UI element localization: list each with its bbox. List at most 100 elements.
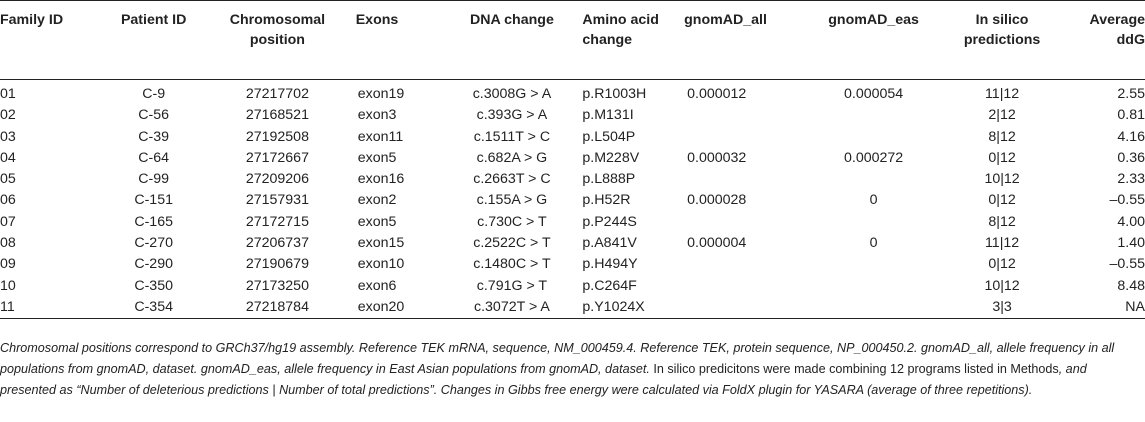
cell-in-silico: 2|12: [988, 107, 1016, 124]
cell-family-id: 09: [0, 256, 16, 273]
cell-position: 27190679: [245, 256, 309, 273]
cell-patient-id: C-350: [134, 277, 173, 294]
cell-family-id: 06: [0, 192, 16, 209]
cell-patient-id: C-290: [134, 256, 173, 273]
cell-patient-id: C-165: [134, 213, 173, 230]
cell-family-id: 04: [0, 149, 16, 166]
cell-position: 27218784: [245, 298, 309, 315]
cell-aa-change: p.M131I: [582, 107, 634, 124]
cell-average-ddg: NA: [1125, 298, 1145, 315]
cell-exon: exon2: [357, 192, 397, 209]
cell-gnomad-eas: [807, 212, 941, 233]
cell-family-id: 02: [0, 107, 16, 124]
cell-gnomad-eas: 0: [869, 192, 878, 209]
cell-aa-change: p.R1003H: [582, 86, 647, 102]
cell-gnomad-all: 0.000032: [687, 149, 747, 166]
cell-family-id: 05: [0, 171, 16, 188]
cell-position: 27172715: [245, 213, 309, 230]
cell-patient-id: C-354: [134, 298, 173, 315]
cell-position: 27173250: [245, 277, 309, 294]
cell-average-ddg: 0.36: [1117, 149, 1145, 166]
cell-exon: exon6: [357, 277, 397, 294]
cell-gnomad-eas: [807, 127, 941, 148]
cell-gnomad-all: [684, 297, 807, 319]
cell-patient-id: C-151: [134, 192, 173, 209]
cell-dna-change: c.1480C > T: [473, 256, 551, 273]
header-row: Family ID Patient ID Chromosomal positio…: [0, 0, 1145, 80]
cell-gnomad-all: 0.000028: [687, 192, 747, 209]
cell-exon: exon11: [357, 128, 404, 145]
cell-average-ddg: 4.00: [1117, 213, 1145, 230]
cell-patient-id: C-64: [138, 149, 170, 166]
cell-aa-change: p.M228V: [582, 149, 640, 166]
cell-patient-id: C-39: [138, 128, 170, 145]
table-row: 02 C-56 27168521 exon3 c.393G > A p.M131…: [0, 105, 1145, 126]
cell-dna-change: c.3008G > A: [472, 86, 552, 102]
cell-gnomad-all: [684, 254, 807, 275]
cell-average-ddg: –0.55: [1109, 256, 1145, 273]
cell-aa-change: p.L504P: [582, 128, 636, 145]
table-row: 08 C-270 27206737 exon15 c.2522C > T p.A…: [0, 233, 1145, 254]
footnote-text-1: Chromosomal positions correspond to GRCh…: [0, 341, 1115, 376]
cell-in-silico: 0|12: [988, 149, 1016, 166]
cell-in-silico: 11|12: [984, 86, 1020, 102]
cell-in-silico: 8|12: [988, 213, 1016, 230]
cell-family-id: 11: [0, 298, 15, 315]
cell-exon: exon16: [357, 171, 405, 188]
table-row: 10 C-350 27173250 exon6 c.791G > T p.C26…: [0, 276, 1145, 297]
cell-aa-change: p.H494Y: [582, 256, 638, 273]
cell-family-id: 08: [0, 235, 16, 252]
cell-aa-change: p.H52R: [582, 192, 631, 209]
col-header-amino-acid-change: Amino acid change: [582, 12, 659, 48]
cell-position: 27192508: [245, 128, 309, 145]
variants-table: Family ID Patient ID Chromosomal positio…: [0, 0, 1145, 319]
cell-patient-id: C-9: [142, 86, 166, 102]
cell-gnomad-eas: [807, 276, 941, 297]
cell-aa-change: p.P244S: [582, 213, 637, 230]
cell-dna-change: c.155A > G: [476, 192, 548, 209]
cell-aa-change: p.A841V: [582, 235, 637, 252]
cell-gnomad-eas: 0.000272: [843, 149, 904, 166]
cell-gnomad-all: 0.000012: [687, 86, 747, 102]
cell-position: 27206737: [245, 235, 309, 252]
footnote-methods-link[interactable]: Methods: [1010, 362, 1059, 376]
table-footnote: Chromosomal positions correspond to GRCh…: [0, 338, 1140, 401]
cell-gnomad-eas: [807, 297, 941, 319]
table-row: 03 C-39 27192508 exon11 c.1511T > C p.L5…: [0, 127, 1145, 148]
cell-gnomad-all: [684, 127, 807, 148]
cell-average-ddg: 0.81: [1117, 107, 1145, 124]
cell-average-ddg: 2.55: [1117, 86, 1145, 102]
cell-family-id: 03: [0, 128, 16, 145]
cell-exon: exon5: [357, 213, 397, 230]
cell-in-silico: 3|3: [992, 298, 1012, 315]
cell-gnomad-all: [684, 212, 807, 233]
cell-average-ddg: 2.33: [1117, 171, 1145, 188]
cell-exon: exon19: [357, 86, 405, 102]
cell-patient-id: C-270: [134, 235, 173, 252]
cell-exon: exon5: [357, 149, 397, 166]
cell-average-ddg: 1.40: [1117, 235, 1145, 252]
cell-position: 27217702: [245, 86, 309, 102]
cell-gnomad-eas: [807, 169, 941, 190]
cell-in-silico: 10|12: [984, 277, 1020, 294]
cell-family-id: 01: [0, 86, 16, 102]
cell-dna-change: c.2522C > T: [473, 235, 551, 252]
cell-average-ddg: 4.16: [1117, 128, 1145, 145]
cell-patient-id: C-99: [138, 171, 170, 188]
cell-gnomad-all: [684, 105, 807, 126]
col-header-family-id: Family ID: [0, 12, 64, 28]
cell-dna-change: c.2663T > C: [473, 171, 551, 188]
cell-dna-change: c.682A > G: [476, 149, 548, 166]
cell-patient-id: C-56: [138, 107, 170, 124]
cell-gnomad-eas: 0.000054: [843, 86, 904, 102]
cell-dna-change: c.1511T > C: [473, 128, 551, 145]
cell-gnomad-all: [684, 276, 807, 297]
cell-dna-change: c.730C > T: [477, 213, 547, 230]
cell-gnomad-eas: [807, 105, 941, 126]
footnote-text-3: , and presented as “Number of deleteriou…: [0, 362, 1087, 397]
cell-exon: exon20: [357, 298, 405, 315]
table-row: 06 C-151 27157931 exon2 c.155A > G p.H52…: [0, 190, 1145, 211]
cell-position: 27168521: [245, 107, 309, 124]
col-header-patient-id: Patient ID: [120, 12, 187, 28]
cell-family-id: 07: [0, 213, 16, 230]
